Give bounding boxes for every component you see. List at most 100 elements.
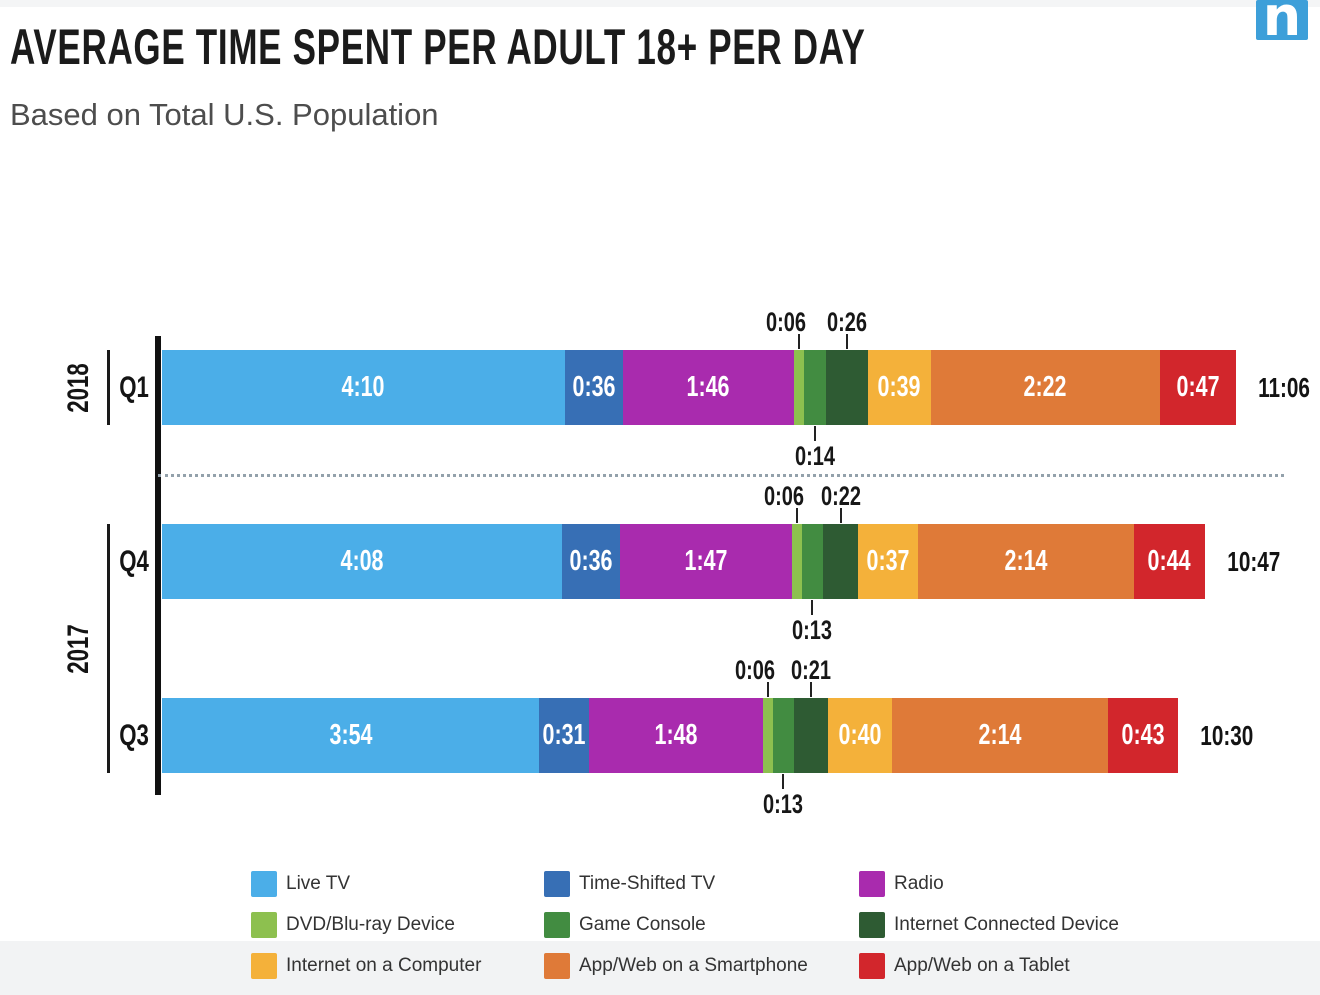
legend-item-app-web-on-a-tablet: App/Web on a Tablet [859,953,1070,979]
year-bracket-2017 [107,524,110,773]
segment-value-label: 0:39 [877,371,921,403]
segment-value-label: 1:48 [654,719,698,751]
legend-item-live-tv: Live TV [251,871,350,897]
row-total-value: 10:30 [1199,719,1253,751]
legend-label: DVD/Blu-ray Device [286,914,455,935]
legend-label: App/Web on a Smartphone [579,955,808,976]
row-total-value: 10:47 [1227,545,1281,577]
quarter-label-q3: Q3 [112,720,156,751]
bar-segment-q1-radio: 1:46 [623,350,794,425]
bar-segment-q4-game-console [801,524,823,599]
bar-segment-q4-internet-on-a-computer: 0:37 [858,524,919,599]
segment-value-label: 2:22 [1023,371,1067,403]
callout-label-q3-internet-connected-device: 0:21 [784,655,838,686]
legend-swatch-internet-connected-device [859,912,885,938]
segment-value-label: 3:54 [329,719,373,751]
callout-label-q3-dvd-blu-ray-device: 0:06 [728,655,782,686]
bar-segment-q1-internet-on-a-computer: 0:39 [868,350,931,425]
callout-label-q1-game-console: 0:14 [788,441,842,472]
bar-segment-q3-radio: 1:48 [589,698,764,773]
segment-value-label: 1:47 [684,545,728,577]
legend-item-internet-connected-device: Internet Connected Device [859,912,1119,938]
legend-item-dvd-blu-ray-device: DVD/Blu-ray Device [251,912,455,938]
callout-tick [797,334,800,349]
bar-segment-q4-time-shifted-tv: 0:36 [561,524,620,599]
legend-swatch-radio [859,871,885,897]
callout-label-q4-internet-connected-device: 0:22 [814,481,868,512]
legend-item-radio: Radio [859,871,944,897]
bar-segment-q3-app-web-on-a-tablet: 0:43 [1108,698,1178,773]
callout-tick [809,682,812,697]
quarter-label-text: Q4 [119,544,149,578]
header: AVERAGE TIME SPENT PER ADULT 18+ PER DAY [10,22,1232,72]
bar-segment-q4-radio: 1:47 [619,524,793,599]
group-separator [158,474,1284,477]
bar-segment-q3-game-console [772,698,794,773]
nielsen-logo: n [1256,0,1308,40]
legend-item-game-console: Game Console [544,912,706,938]
row-total-q3: 10:30 [1191,720,1263,752]
segment-value-label: 0:40 [838,719,882,751]
callout-tick [846,334,849,349]
page-subtitle: Based on Total U.S. Population [10,97,439,132]
bar-segment-q1-internet-connected-device [826,350,869,425]
segment-value-label: 0:47 [1176,371,1220,403]
segment-value-label: 4:08 [340,545,384,577]
bar-segment-q4-live-tv: 4:08 [162,524,562,599]
page-title: AVERAGE TIME SPENT PER ADULT 18+ PER DAY [10,19,866,75]
callout-label-q4-dvd-blu-ray-device: 0:06 [757,481,811,512]
segment-value-label: 0:36 [569,545,613,577]
segment-value-label: 1:46 [686,371,730,403]
legend-swatch-app-web-on-a-tablet [859,953,885,979]
legend-label: Live TV [286,873,351,894]
row-total-q1: 11:06 [1249,372,1319,404]
legend-swatch-live-tv [251,871,277,897]
callout-value: 0:22 [820,481,861,511]
segment-value-label: 0:44 [1148,545,1191,577]
callout-tick [839,508,842,523]
callout-value: 0:13 [763,789,804,819]
segment-value-label: 0:36 [572,371,616,403]
callout-tick [796,508,799,523]
segment-value-label: 0:43 [1121,719,1165,751]
callout-value: 0:13 [792,615,833,645]
quarter-label-q1: Q1 [112,370,156,404]
callout-tick [767,682,770,697]
callout-tick [782,774,785,789]
callout-value: 0:06 [764,481,805,511]
bar-segment-q1-time-shifted-tv: 0:36 [565,350,624,425]
nielsen-logo-letter: n [1262,0,1302,40]
bottom-edge-band [0,941,1320,995]
legend-swatch-internet-on-a-computer [251,953,277,979]
quarter-label-text: Q1 [119,370,149,404]
callout-value: 0:21 [790,655,831,685]
legend-item-time-shifted-tv: Time-Shifted TV [544,871,715,897]
bar-segment-q3-time-shifted-tv: 0:31 [539,698,590,773]
bar-segment-q4-app-web-on-a-tablet: 0:44 [1134,524,1205,599]
legend-item-internet-on-a-computer: Internet on a Computer [251,953,481,979]
axis-line [155,336,161,795]
callout-value: 0:26 [827,307,868,337]
callout-value: 0:06 [765,307,806,337]
bar-segment-q3-internet-on-a-computer: 0:40 [827,698,893,773]
row-total-value: 11:06 [1257,371,1310,403]
bar-segment-q4-internet-connected-device [822,524,859,599]
bar-segment-q3-app-web-on-a-smartphone: 2:14 [892,698,1109,773]
legend-label: Internet on a Computer [286,955,482,976]
legend-label: Radio [894,873,944,894]
bar-segment-q1-dvd-blu-ray-device [793,350,804,425]
callout-label-q1-dvd-blu-ray-device: 0:06 [759,307,813,338]
bar-segment-q4-app-web-on-a-smartphone: 2:14 [918,524,1135,599]
quarter-label-q4: Q4 [112,544,156,578]
bar-segment-q3-internet-connected-device [793,698,828,773]
bar-segment-q4-dvd-blu-ray-device [792,524,802,599]
segment-value-label: 0:31 [542,719,586,751]
legend-swatch-game-console [544,912,570,938]
legend-label: Internet Connected Device [894,914,1119,935]
segment-value-label: 0:37 [866,545,910,577]
legend-item-app-web-on-a-smartphone: App/Web on a Smartphone [544,953,808,979]
legend-label: Game Console [579,914,706,935]
